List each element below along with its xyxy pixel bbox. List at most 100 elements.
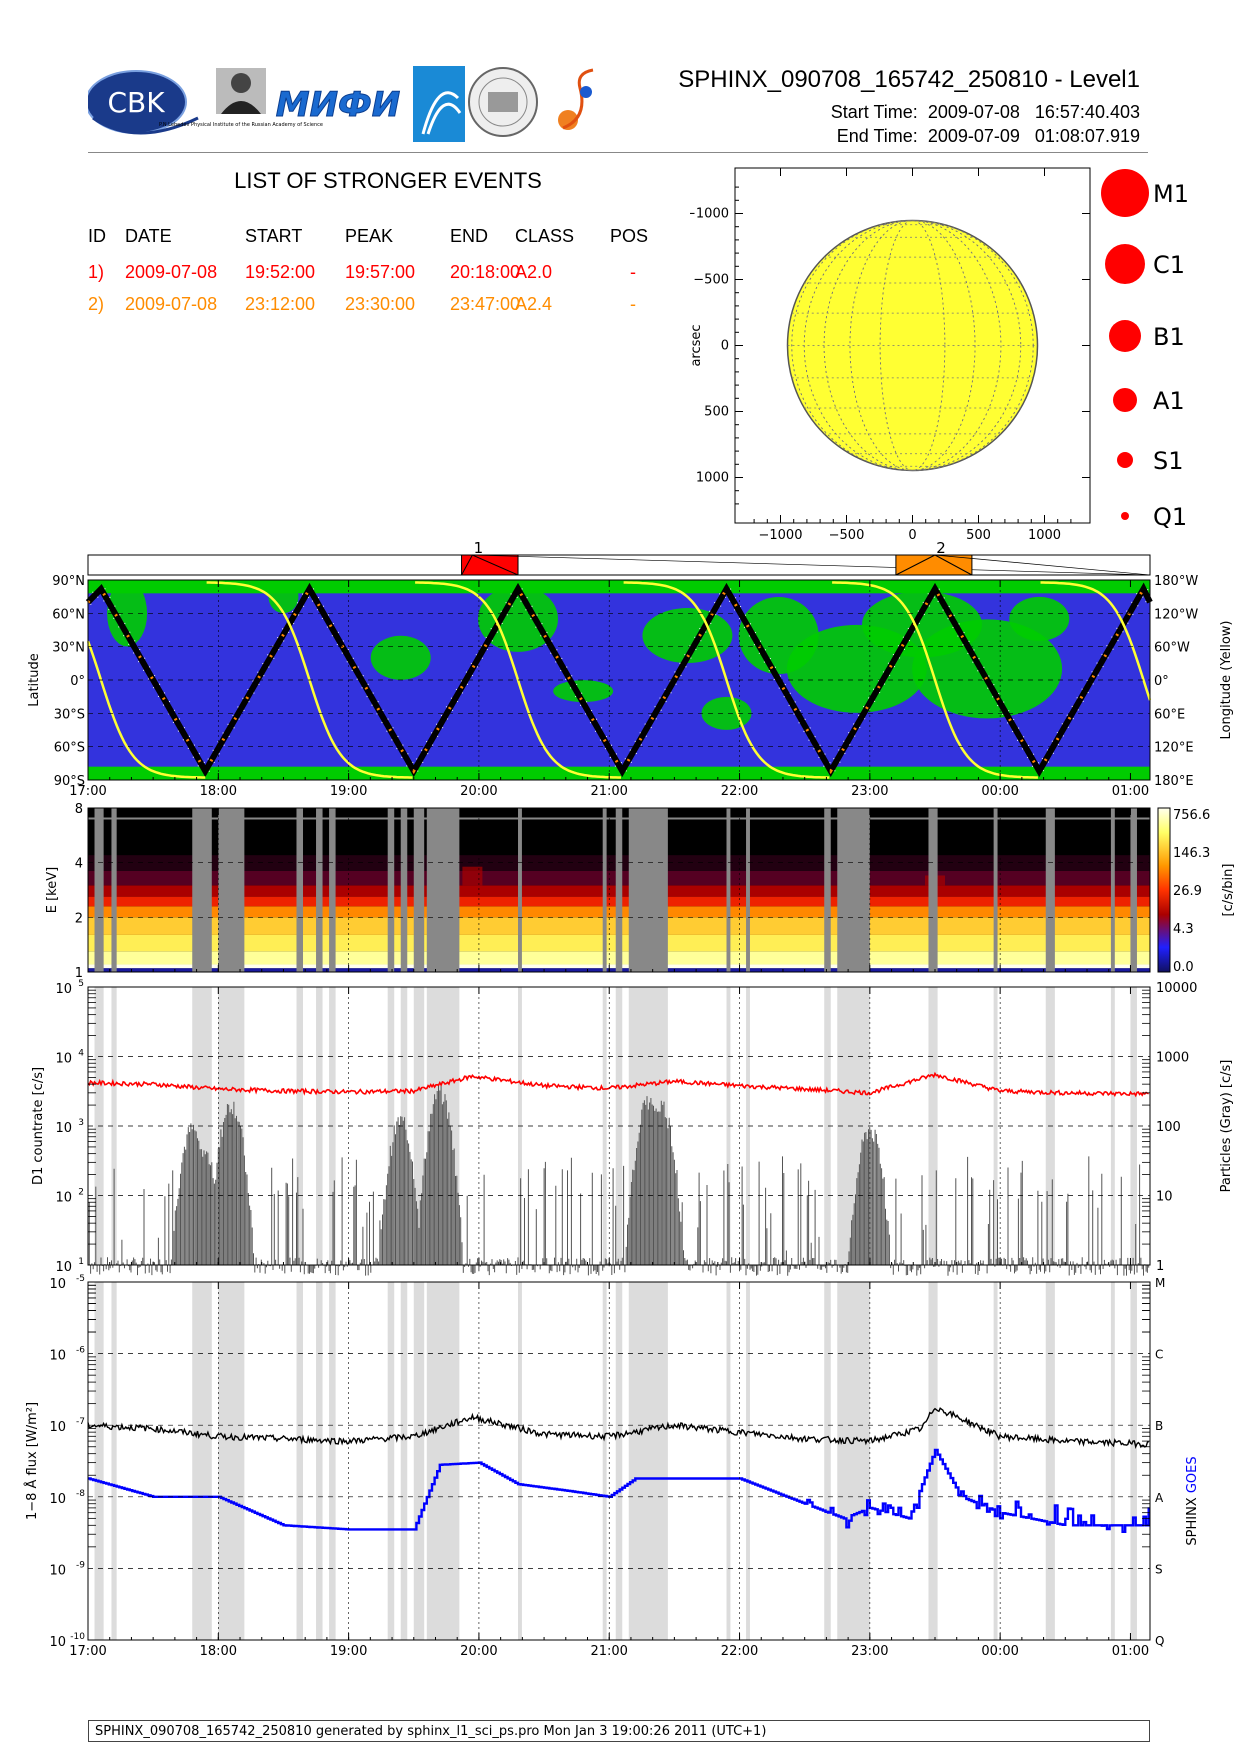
x-tick-label: 500	[966, 528, 991, 540]
orbit-land-region	[478, 585, 559, 652]
flux-data-gap	[413, 1282, 425, 1640]
countrate-data-gap	[993, 987, 998, 1265]
spectrogram-ylabel: E [keV]	[45, 867, 60, 913]
flux-ylabel-right: SPHINX GOES	[1185, 1456, 1200, 1545]
countrate-ylabel: D1 countrate [c/s]	[31, 1067, 46, 1185]
legend-marker-q1	[1121, 512, 1129, 520]
events-header-id: ID	[88, 226, 106, 246]
event-bar-slant	[934, 554, 1151, 576]
flux-data-gap	[316, 1282, 323, 1640]
x-tick-label: −1000	[759, 528, 803, 540]
countrate-data-gap	[824, 987, 831, 1265]
start-time-label: Start Time:	[830, 102, 918, 122]
flux-y-tick-right: Q	[1155, 1634, 1164, 1648]
spectrogram-data-gap	[518, 808, 522, 972]
countrate-data-gap	[1130, 987, 1137, 1265]
file-title: SPHINX_090708_165742_250810 - Level1	[678, 66, 1140, 93]
colorbar-label: [c/s/bin]	[1221, 864, 1236, 917]
cbk-logo: CBK	[88, 70, 199, 135]
countrate-y-tick-right: 100	[1156, 1120, 1181, 1135]
flux-data-gap	[602, 1282, 607, 1640]
svg-text:P.N.Lebedev Physical Institute: P.N.Lebedev Physical Institute of the Ru…	[159, 122, 323, 128]
spectrogram-data-gap	[94, 808, 104, 972]
orbit-longitude-track	[1040, 581, 1152, 701]
orbit-land-region	[1009, 596, 1070, 641]
event-row-1-peak: 19:57:00	[345, 262, 416, 282]
event-bar-label: 1	[474, 540, 484, 557]
flux-y-tick-exp: -7	[76, 1417, 85, 1427]
spectrogram-colorbar	[1157, 807, 1171, 973]
flux-y-tick-exp: -8	[76, 1489, 85, 1499]
flux-data-gap	[94, 1282, 104, 1640]
events-header-date: DATE	[125, 226, 172, 246]
spectrogram-data-gap	[192, 808, 212, 972]
events-header-class: CLASS	[515, 226, 575, 246]
event-row-2-date: 2009-07-08	[125, 294, 218, 314]
time-tick-label: 23:00	[851, 784, 888, 799]
orbit-land-region	[553, 680, 614, 703]
logo-strip: CBK P.N.Lebedev Physical Institute of th…	[88, 66, 594, 142]
flux-ylabel: 1−8 Å flux [W/m²]	[24, 1402, 40, 1520]
y-tick-label: 500	[704, 405, 729, 420]
spectrogram-data-gap	[1045, 808, 1055, 972]
spectrogram-data-gap	[218, 808, 245, 972]
flux-data-gap	[1130, 1282, 1137, 1640]
flux-data-gap	[1045, 1282, 1055, 1640]
countrate-data-gap	[111, 987, 117, 1265]
x-tick-label: 1000	[1028, 528, 1061, 540]
flux-y-tick-exp: -5	[76, 1274, 85, 1284]
countrate-y-tick-left: 10	[55, 1260, 72, 1275]
time-tick-label: 21:00	[590, 1644, 627, 1659]
flux-y-tick-right: A	[1155, 1491, 1164, 1505]
flux-y-tick-left: 10	[49, 1420, 66, 1435]
legend-label-m1: M1	[1153, 180, 1189, 208]
y-tick-label: −500	[693, 273, 729, 288]
event-bar-1	[461, 554, 519, 576]
time-tick-label: 00:00	[981, 784, 1018, 799]
colorbar-tick: 26.9	[1173, 884, 1202, 899]
time-tick-label: 01:00	[1112, 1644, 1149, 1659]
flux-frame	[87, 1281, 1151, 1641]
orbit-land-region	[701, 696, 752, 730]
countrate-data-gap	[928, 987, 938, 1265]
longitude-gridline	[803, 220, 1022, 471]
y-tick-label: 1000	[696, 471, 729, 486]
countrate-y-tick-exp: 4	[78, 1049, 84, 1059]
event-row-2-end: 23:47:00	[450, 294, 521, 314]
flux-data-gap	[746, 1282, 750, 1640]
sphinx-flux-series	[87, 1407, 1150, 1450]
countrate-data-gap	[400, 987, 408, 1265]
orbit-y-tick-right: 120°E	[1154, 741, 1194, 756]
orbit-longitude-track	[86, 640, 206, 779]
event-bar-label: 2	[936, 540, 946, 557]
goes-flux-series	[88, 1448, 1150, 1533]
time-tick-label: 22:00	[721, 1644, 758, 1659]
end-time: End Time: 2009-07-09 01:08:07.919	[760, 126, 1140, 147]
spectrogram-data-gap	[387, 808, 395, 972]
countrate-y-tick-exp: 5	[78, 979, 84, 989]
flux-y-tick-left: 10	[49, 1349, 66, 1364]
longitude-gridline	[823, 220, 1002, 471]
countrate-y-tick-right: 1000	[1156, 1051, 1189, 1066]
time-tick-label: 20:00	[460, 1644, 497, 1659]
countrate-y-tick-exp: 1	[78, 1257, 84, 1267]
flux-y-tick-right: B	[1155, 1419, 1163, 1433]
orbit-land-region	[107, 580, 148, 647]
time-series-panels: 1 2 90°N 180°W 60°N 120°W 30°N 60°W 0° 0° 30°S 60°E…	[24, 540, 1236, 1659]
time-tick-label: 19:00	[330, 1644, 367, 1659]
events-header-end: END	[450, 226, 489, 246]
orbit-y-tick-right: 180°W	[1154, 574, 1198, 589]
time-tick-label: 20:00	[460, 784, 497, 799]
time-tick-label: 18:00	[200, 1644, 237, 1659]
legend-label-s1: S1	[1153, 447, 1184, 475]
orbit-longitude-track	[623, 581, 830, 779]
spectrogram-data-gap	[928, 808, 938, 972]
events-header-peak: PEAK	[345, 226, 394, 246]
orbit-y-tick-left: 60°N	[52, 607, 85, 622]
legend-label-q1: Q1	[1153, 503, 1187, 531]
flux-data-gap	[218, 1282, 245, 1640]
y-tick-label: −1000	[690, 207, 729, 222]
mifi-logo: МИФИ	[275, 85, 400, 126]
time-tick-label: 19:00	[330, 784, 367, 799]
orbit-y-tick-left: 60°S	[54, 741, 85, 756]
